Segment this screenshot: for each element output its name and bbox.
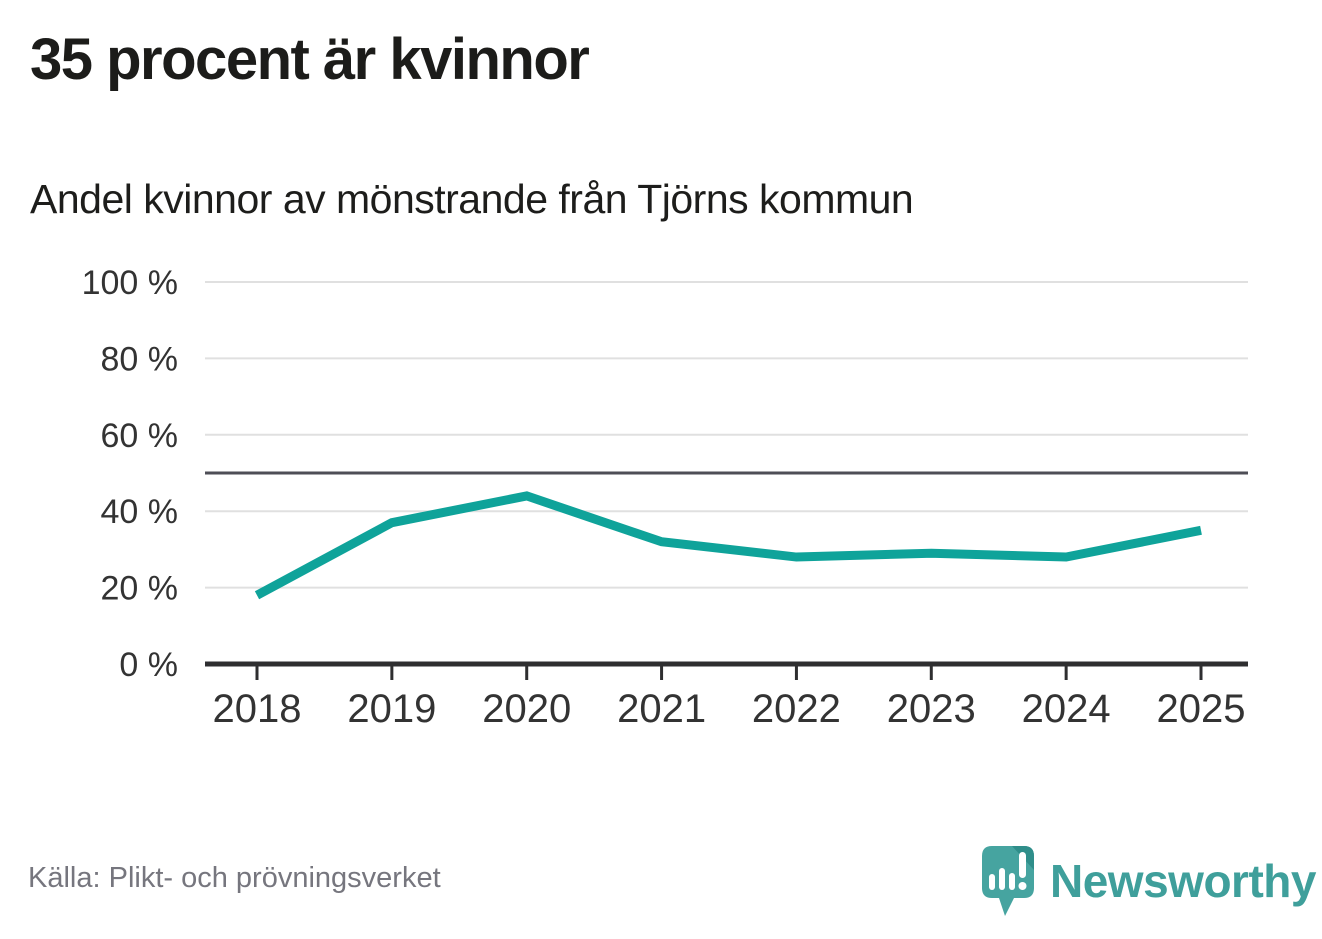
x-tick-label: 2019 <box>347 687 436 731</box>
y-tick-label: 20 % <box>101 570 179 608</box>
y-tick-label: 80 % <box>101 340 179 378</box>
x-tick-label: 2021 <box>617 687 706 731</box>
newsworthy-logo-icon <box>982 846 1034 916</box>
x-tick-label: 2024 <box>1022 687 1111 731</box>
bar-icon-2 <box>999 868 1005 890</box>
x-tick-label: 2022 <box>752 687 841 731</box>
trend-line <box>254 491 1202 600</box>
source-note: Källa: Plikt- och prövningsverket <box>28 862 441 894</box>
x-tick-label: 2023 <box>887 687 976 731</box>
x-tick-label: 2018 <box>213 687 302 731</box>
exclamation-bar-icon <box>1019 852 1026 878</box>
y-tick-label: 60 % <box>101 417 179 455</box>
bar-icon-1 <box>989 874 995 890</box>
y-tick-label: 100 % <box>82 264 178 302</box>
y-tick-label: 0 % <box>119 646 178 684</box>
exclamation-dot-icon <box>1018 882 1027 890</box>
bar-icon-3 <box>1009 873 1015 890</box>
chart-subtitle: Andel kvinnor av mönstrande från Tjörns … <box>30 176 914 222</box>
page-title: 35 procent är kvinnor <box>30 27 590 92</box>
y-tick-label: 40 % <box>101 493 179 531</box>
newsworthy-wordmark: Newsworthy <box>1050 855 1316 907</box>
x-tick-label: 2025 <box>1157 687 1246 731</box>
newsworthy-logo: Newsworthy <box>980 844 1316 924</box>
x-tick-label: 2020 <box>482 687 571 731</box>
